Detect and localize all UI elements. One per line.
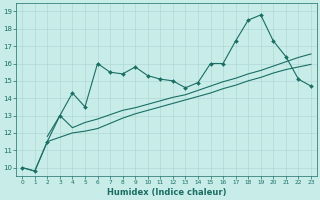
X-axis label: Humidex (Indice chaleur): Humidex (Indice chaleur) — [107, 188, 226, 197]
